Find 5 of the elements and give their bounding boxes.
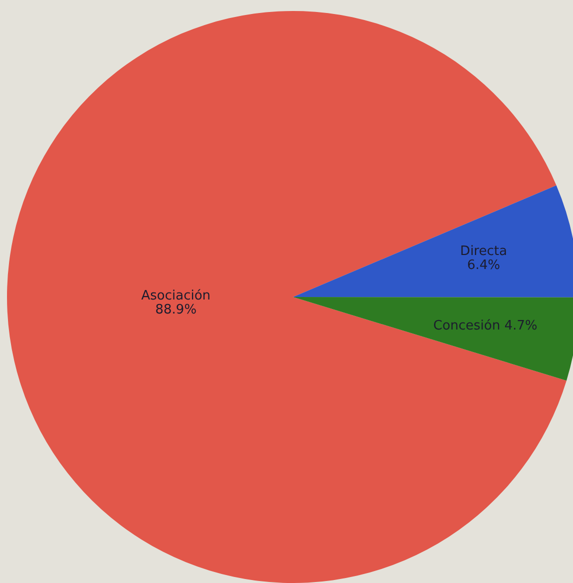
data-label: 88.9%: [155, 302, 197, 318]
slice-label: Concesión 4.7%: [433, 318, 538, 334]
slice-label: Directa: [460, 244, 508, 259]
data-label: 6.4%: [467, 258, 500, 273]
slice-label: Asociación: [141, 288, 211, 304]
